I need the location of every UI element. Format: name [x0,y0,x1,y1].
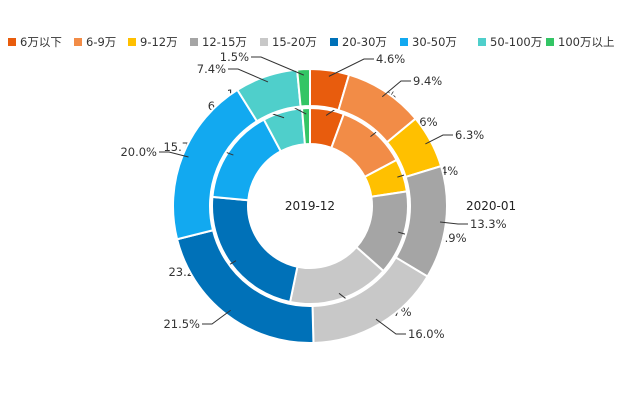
legend-label: 6万以下 [20,35,62,49]
data-label: 13.3% [470,217,507,231]
legend-swatch [8,38,16,46]
data-label: 20.0% [120,145,157,159]
legend-item[interactable]: 6万以下 [8,32,62,52]
legend: 6万以下 6-9万 9-12万 12-15万 15-20万 20-30万 30-50万 50-… [0,32,620,52]
legend-item[interactable]: 15-20万 [260,32,317,52]
leader-line [228,68,269,83]
leader-line [425,134,453,145]
leader-line [328,58,374,77]
legend-item[interactable]: 20-30万 [330,32,387,52]
leader-line [375,318,406,335]
legend-swatch [74,38,82,46]
legend-item[interactable]: 30-50万 [400,32,457,52]
legend-swatch [330,38,338,46]
legend-swatch [128,38,136,46]
leader-line [381,80,411,98]
leader-line [159,151,189,158]
data-label: 6.3% [455,128,484,142]
data-label: 9.4% [413,74,442,88]
legend-label: 9-12万 [140,35,178,49]
data-label: 7.4% [197,62,226,76]
legend-swatch [478,38,486,46]
inner-ring-slice[interactable] [300,106,311,146]
outer-ring-slice[interactable] [296,67,311,108]
outer-series-name: 2020-01 [466,199,516,213]
inner-series-name: 2019-12 [285,199,335,213]
legend-label: 50-100万 [490,35,543,49]
legend-item[interactable]: 6-9万 [74,32,116,52]
legend-label: 12-15万 [202,35,247,49]
leader-line [439,221,468,225]
legend-swatch [190,38,198,46]
legend-label: 15-20万 [272,35,317,49]
legend-swatch [546,38,554,46]
legend-item[interactable]: 100万以上 [546,32,614,52]
legend-swatch [260,38,268,46]
legend-label: 20-30万 [342,35,387,49]
legend-label: 30-50万 [412,35,457,49]
data-label: 16.0% [408,327,445,341]
legend-label: 100万以上 [558,35,615,49]
data-label: 4.6% [376,52,405,66]
legend-swatch [400,38,408,46]
data-label: 21.5% [163,317,200,331]
legend-label: 6-9万 [86,35,117,49]
legend-item[interactable]: 9-12万 [128,32,178,52]
leader-line [202,309,231,325]
legend-item[interactable]: 50-100万 [478,32,542,52]
data-label: 1.5% [220,50,249,64]
leader-line [251,56,305,76]
legend-item[interactable]: 12-15万 [190,32,247,52]
